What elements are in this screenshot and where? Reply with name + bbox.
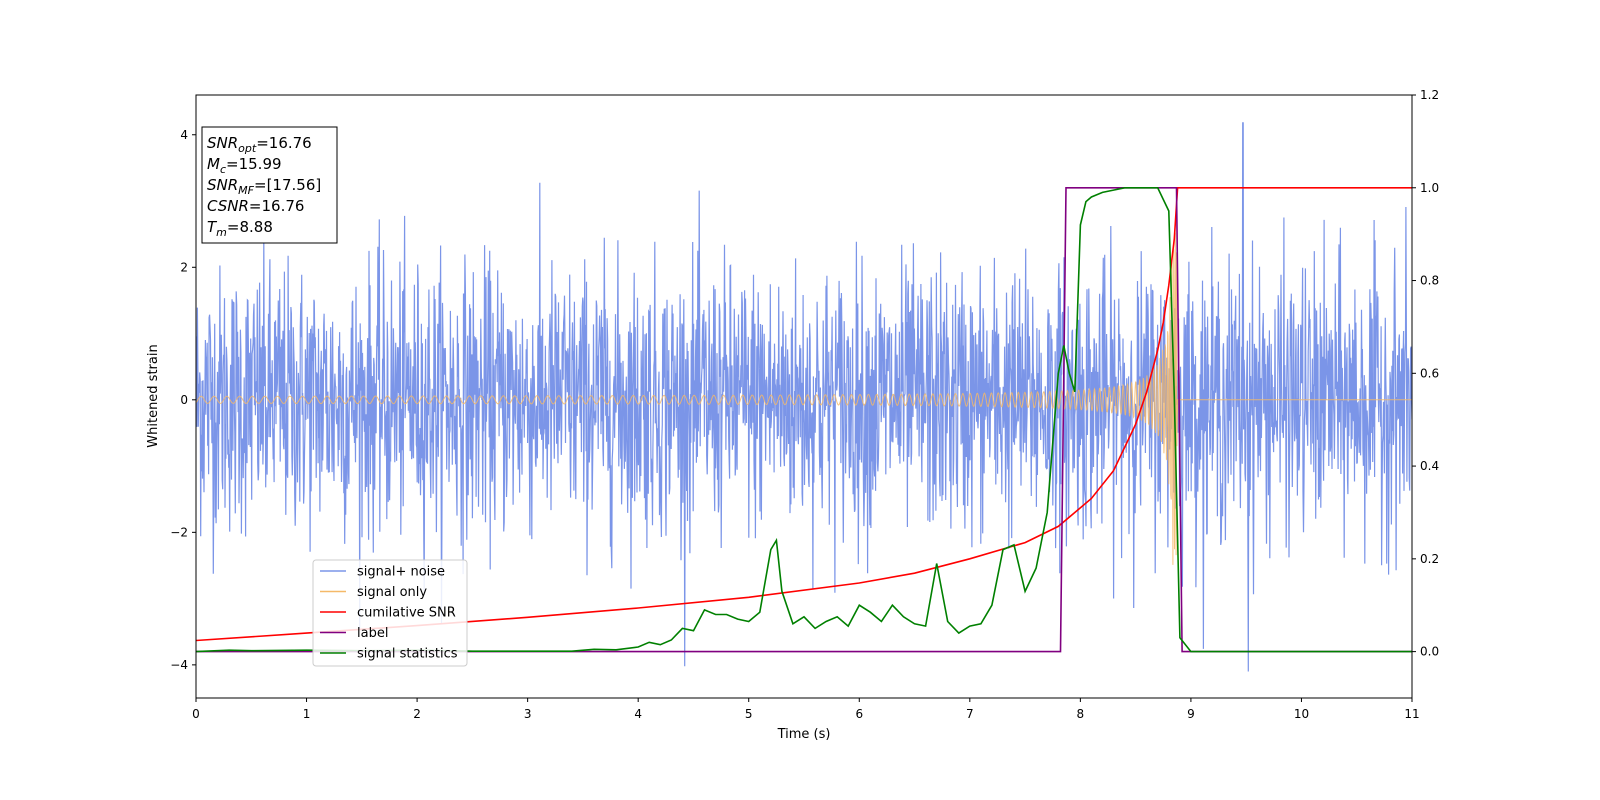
annotation-symbol: SNR bbox=[207, 176, 238, 194]
y-tick-label: 2 bbox=[180, 260, 188, 274]
axes-layer: 0 1 2 3 4 5 6 7 8 9 10 11 −4 −2 0 2 4 0.0 0.2 0.4 0.6 0.8 1.0 1… bbox=[170, 88, 1439, 721]
y2-tick-label: 1.2 bbox=[1420, 88, 1439, 102]
legend-label: signal statistics bbox=[357, 647, 458, 662]
x-tick-label: 11 bbox=[1404, 707, 1419, 721]
annotation-symbol: CSNR bbox=[207, 197, 249, 215]
annotation-line: SNRMF=[17.56] bbox=[207, 176, 321, 197]
x-tick-label: 2 bbox=[413, 707, 421, 721]
y-tick-label: 4 bbox=[180, 128, 188, 142]
legend-frame bbox=[312, 559, 468, 667]
annotation-line: CSNR=16.76 bbox=[207, 197, 304, 215]
x-tick-label: 0 bbox=[192, 707, 200, 721]
annotation-line: SNRopt=16.76 bbox=[207, 134, 312, 155]
y-tick-label: 0 bbox=[180, 393, 188, 407]
plot-frame bbox=[195, 94, 1413, 699]
annotation-value: =16.76 bbox=[249, 197, 305, 215]
series-line-signal-statistics bbox=[196, 187, 1412, 653]
legend-label: signal only bbox=[357, 585, 427, 600]
x-tick-label: 10 bbox=[1294, 707, 1309, 721]
x-tick-label: 1 bbox=[303, 707, 311, 721]
legend-label: signal+ noise bbox=[357, 565, 445, 580]
y2-tick-label: 0.4 bbox=[1420, 459, 1439, 473]
series-line-signal-noise bbox=[196, 122, 1412, 672]
y-tick-label: −2 bbox=[170, 525, 188, 539]
annotation-subscript: m bbox=[216, 226, 227, 239]
annotation-subscript: MF bbox=[238, 184, 254, 197]
annotation-box: SNRopt=16.76Mc=15.99SNRMF=[17.56]CSNR=16… bbox=[201, 126, 338, 244]
x-tick-label: 7 bbox=[966, 707, 974, 721]
series-line-signal-only bbox=[196, 232, 1412, 565]
x-tick-label: 8 bbox=[1077, 707, 1085, 721]
x-tick-label: 6 bbox=[855, 707, 863, 721]
y-axis-label: Whitened strain bbox=[146, 344, 161, 447]
annotation-symbol: M bbox=[207, 155, 220, 173]
x-tick-label: 9 bbox=[1187, 707, 1195, 721]
annotation-value: =8.88 bbox=[227, 218, 273, 236]
annotation-value: =[17.56] bbox=[254, 176, 321, 194]
y-tick-label: −4 bbox=[170, 658, 188, 672]
x-tick-label: 4 bbox=[634, 707, 642, 721]
annotation-line: Mc=15.99 bbox=[207, 155, 282, 176]
legend-label: label bbox=[357, 626, 388, 641]
annotation-frame bbox=[201, 126, 338, 244]
y2-tick-label: 1.0 bbox=[1420, 181, 1439, 195]
annotation-subscript: opt bbox=[238, 142, 257, 155]
annotation-symbol: SNR bbox=[207, 134, 238, 152]
series-line-cumilative-snr bbox=[196, 187, 1412, 642]
annotation-symbol: T bbox=[207, 218, 218, 236]
annotation-value: =15.99 bbox=[226, 155, 282, 173]
x-tick-label: 3 bbox=[524, 707, 532, 721]
x-axis-label: Time (s) bbox=[777, 727, 831, 742]
annotation-value: =16.76 bbox=[256, 134, 312, 152]
legend: signal+ noise signal only cumilative SNR la… bbox=[312, 559, 468, 667]
y2-tick-label: 0.0 bbox=[1420, 645, 1439, 659]
x-tick-label: 5 bbox=[745, 707, 753, 721]
series-layer bbox=[196, 122, 1412, 672]
annotation-line: Tm=8.88 bbox=[207, 218, 273, 239]
annotation-subscript: c bbox=[220, 163, 226, 176]
y2-tick-label: 0.8 bbox=[1420, 274, 1439, 288]
y2-tick-label: 0.2 bbox=[1420, 552, 1439, 566]
y2-tick-label: 0.6 bbox=[1420, 366, 1439, 380]
legend-label: cumilative SNR bbox=[357, 606, 456, 621]
